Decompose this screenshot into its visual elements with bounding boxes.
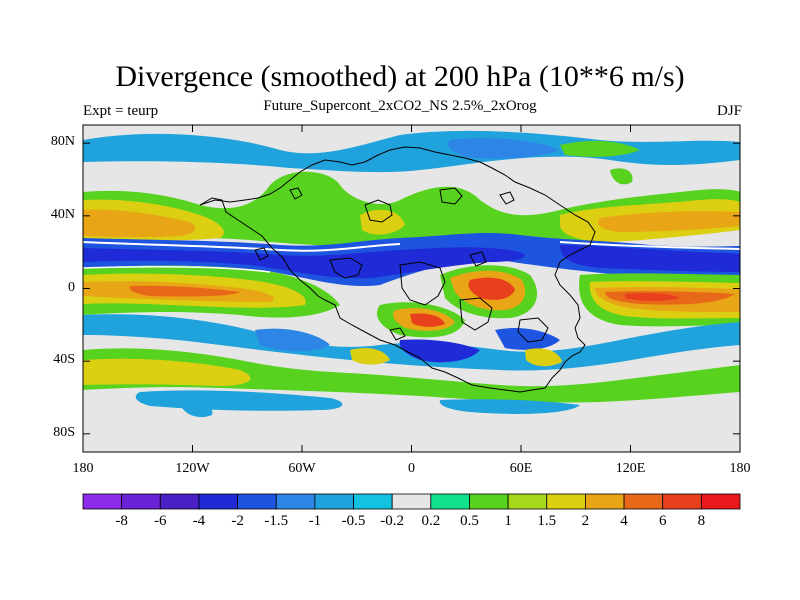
continent-outline [199,146,596,393]
x-tick-label: 180 [729,461,751,476]
experiment-label: Expt = teurp [83,103,159,119]
colorbar-swatch [275,493,316,510]
colorbar-label: 8 [697,513,706,529]
y-tick-label: 80N [50,134,75,150]
colorbar-swatch [391,493,432,510]
colorbar-label: -0.5 [341,513,366,529]
colorbar-swatch [546,493,586,510]
colorbar-swatch [585,493,625,510]
divergence-field [83,130,740,418]
colorbar-swatch [82,493,123,510]
colorbar-label: -6 [154,513,167,529]
colorbar-swatch [314,493,354,510]
colorbar-label: 1 [504,513,512,529]
colorbar-label: -1 [308,513,322,529]
colorbar-label: 1.5 [537,513,557,529]
colorbar-label: -0.2 [380,513,405,529]
colorbar-swatch [121,493,161,510]
plot-subtitle: Future_Supercont_2xCO2_NS 2.5%_2xOrog [263,98,537,114]
y-tick-label: 40S [53,352,75,368]
x-tick-label: 60E [509,461,533,476]
x-tick-label: 120W [175,461,210,476]
colorbar-swatch [700,493,741,510]
colorbar-label: 0.2 [421,513,441,529]
colorbar-swatch [430,493,470,510]
colorbar-swatch [662,493,702,510]
colorbar [82,493,741,510]
colorbar-swatch [237,493,277,510]
colorbar-label: -1.5 [264,513,289,529]
colorbar-label: 6 [658,513,667,529]
colorbar-swatch [507,493,548,510]
plot-title: Divergence (smoothed) at 200 hPa (10**6 … [115,60,685,93]
colorbar-label: 0.5 [460,513,479,529]
colorbar-label: -8 [115,513,128,529]
season-label: DJF [716,103,742,119]
colorbar-swatch [623,493,664,510]
colorbar-swatch [159,493,200,510]
x-tick-label: 0 [408,461,415,476]
axis-ticks [82,125,741,452]
colorbar-swatch [353,493,393,510]
y-tick-label: 80S [53,424,75,440]
x-tick-label: 60W [288,461,316,476]
y-tick-label: 0 [68,279,75,295]
colorbar-label: 4 [620,513,628,529]
x-tick-label: 180 [72,461,94,476]
y-tick-label: 40N [50,206,75,222]
colorbar-swatch [198,493,238,510]
colorbar-label: -4 [192,513,206,529]
x-tick-label: 120E [615,461,646,476]
colorbar-label: 2 [581,513,590,529]
colorbar-label: -2 [231,513,244,529]
colorbar-swatch [469,493,509,510]
